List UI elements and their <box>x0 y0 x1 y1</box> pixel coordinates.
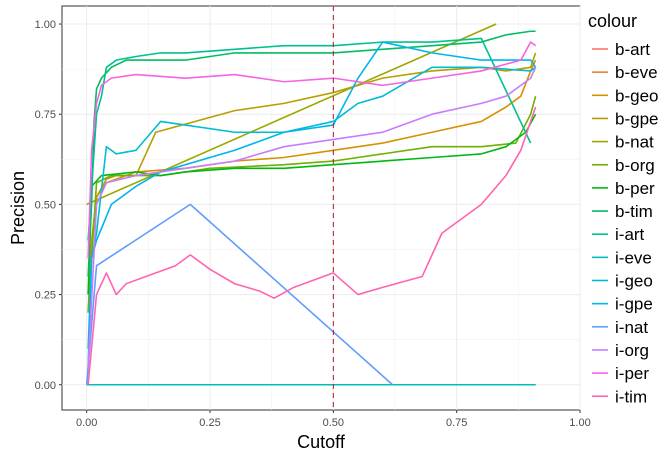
y-tick-label: 0.00 <box>35 380 56 392</box>
x-tick-label: 0.25 <box>199 417 220 429</box>
legend-label-i-art: i-art <box>615 225 645 244</box>
legend-label-b-org: b-org <box>615 156 655 175</box>
y-tick-label: 0.75 <box>35 109 56 121</box>
series-line-i-nat <box>85 203 394 386</box>
series-line-b-per <box>87 113 537 295</box>
legend-label-b-tim: b-tim <box>615 202 653 221</box>
x-axis-ticks: 0.00 0.25 0.50 0.75 1.00 <box>76 410 591 429</box>
series-line-i-org <box>87 66 537 367</box>
legend-label-b-eve: b-eve <box>615 63 658 82</box>
y-tick-label: 1.00 <box>35 19 56 31</box>
legend-label-i-per: i-per <box>615 364 649 383</box>
x-tick-label: 1.00 <box>569 417 590 429</box>
legend-label-b-gpe: b-gpe <box>615 109 658 128</box>
y-axis-ticks: 0.00 0.25 0.50 0.75 1.00 <box>35 19 62 392</box>
legend-label-i-nat: i-nat <box>615 318 648 337</box>
legend-label-b-geo: b-geo <box>615 86 658 105</box>
legend-label-i-org: i-org <box>615 341 649 360</box>
legend-label-i-eve: i-eve <box>615 248 652 267</box>
y-axis-title: Precision <box>8 171 28 245</box>
legend: colour b-art b-eve b-geo b-gpe b-nat b-org b-p… <box>588 11 658 406</box>
legend-label-b-per: b-per <box>615 179 655 198</box>
series-line-i-per <box>87 41 537 259</box>
series-line-b-tim <box>87 30 536 277</box>
series-line-i-gpe <box>87 41 537 367</box>
series-line-i-geo <box>87 66 537 349</box>
x-tick-label: 0.00 <box>76 417 97 429</box>
legend-label-i-geo: i-geo <box>615 272 653 291</box>
series-line-i-tim <box>87 106 537 385</box>
legend-label-b-art: b-art <box>615 40 650 59</box>
legend-label-i-tim: i-tim <box>615 387 647 406</box>
panel-background <box>61 5 581 411</box>
series-lines <box>85 23 537 386</box>
x-tick-label: 0.75 <box>446 417 467 429</box>
x-axis-title: Cutoff <box>297 432 346 452</box>
legend-label-b-nat: b-nat <box>615 133 654 152</box>
legend-title: colour <box>588 11 637 31</box>
y-tick-label: 0.50 <box>35 199 56 211</box>
y-tick-label: 0.25 <box>35 290 56 302</box>
legend-label-i-gpe: i-gpe <box>615 295 653 314</box>
x-tick-label: 0.50 <box>323 417 344 429</box>
series-line-i-art <box>87 37 532 241</box>
